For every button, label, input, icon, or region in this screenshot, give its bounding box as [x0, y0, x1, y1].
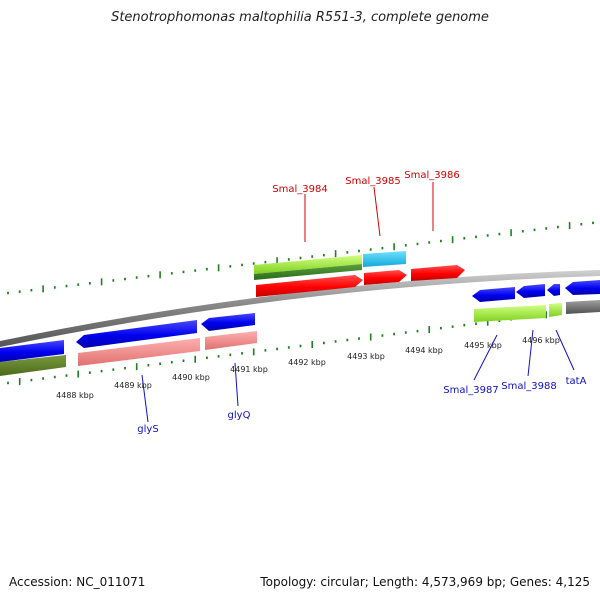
- gene-smal-3988[interactable]: [516, 284, 545, 298]
- label-glyS[interactable]: glyS: [137, 424, 158, 435]
- kbp-label: 4489 kbp: [114, 381, 152, 390]
- pink-feature: [78, 338, 200, 366]
- genome-summary-text: Topology: circular; Length: 4,573,969 bp…: [260, 575, 590, 589]
- gene-smal-3986[interactable]: [411, 265, 465, 281]
- label-smal-3984[interactable]: Smal_3984: [272, 184, 327, 195]
- dark-green-feature: [254, 264, 362, 280]
- olive-feature: [0, 355, 66, 376]
- gene-smal-3984[interactable]: [256, 275, 363, 297]
- gene-left-edge[interactable]: [0, 340, 64, 362]
- label-smal-3987[interactable]: Smal_3987: [443, 385, 498, 396]
- kbp-label: 4492 kbp: [288, 358, 326, 367]
- top-gene-labels: Smal_3984 Smal_3985 Smal_3986: [272, 170, 460, 242]
- lime-feature: [254, 255, 362, 274]
- gene-glyQ[interactable]: [201, 313, 255, 331]
- gene-track: [0, 265, 600, 362]
- label-glyQ[interactable]: glyQ: [228, 410, 251, 421]
- gene-tatA[interactable]: [547, 284, 560, 296]
- bottom-gene-labels: glyS glyQ Smal_3987 Smal_3988 tatA: [137, 329, 587, 435]
- label-smal-3986[interactable]: Smal_3986: [404, 170, 459, 181]
- pink-feature: [205, 331, 257, 350]
- gray-feature: [566, 300, 600, 314]
- kbp-labels: 4488 kbp 4489 kbp 4490 kbp 4491 kbp 4492…: [56, 336, 560, 400]
- cyan-feature: [363, 251, 406, 267]
- label-tatA[interactable]: tatA: [566, 376, 587, 387]
- gene-right-edge[interactable]: [565, 280, 600, 295]
- kbp-label: 4496 kbp: [522, 336, 560, 345]
- label-smal-3988[interactable]: Smal_3988: [501, 381, 556, 392]
- genome-backbone: [0, 270, 600, 347]
- kbp-label: 4495 kbp: [464, 341, 502, 350]
- kbp-label: 4490 kbp: [172, 373, 210, 382]
- kbp-label: 4493 kbp: [347, 352, 385, 361]
- feature-track: [0, 251, 600, 376]
- gene-smal-3987[interactable]: [472, 287, 515, 302]
- accession-text: Accession: NC_011071: [9, 575, 146, 589]
- kbp-label: 4494 kbp: [405, 346, 443, 355]
- label-smal-3985[interactable]: Smal_3985: [345, 176, 400, 187]
- kbp-label: 4491 kbp: [230, 365, 268, 374]
- lime-feature: [474, 305, 546, 322]
- map-title: Stenotrophomonas maltophilia R551-3, com…: [111, 10, 489, 25]
- gene-smal-3985[interactable]: [364, 270, 407, 285]
- gene-glyS[interactable]: [76, 320, 197, 348]
- lime-feature: [549, 303, 562, 317]
- kbp-label: 4488 kbp: [56, 391, 94, 400]
- upper-tick-ruler: [7, 221, 594, 295]
